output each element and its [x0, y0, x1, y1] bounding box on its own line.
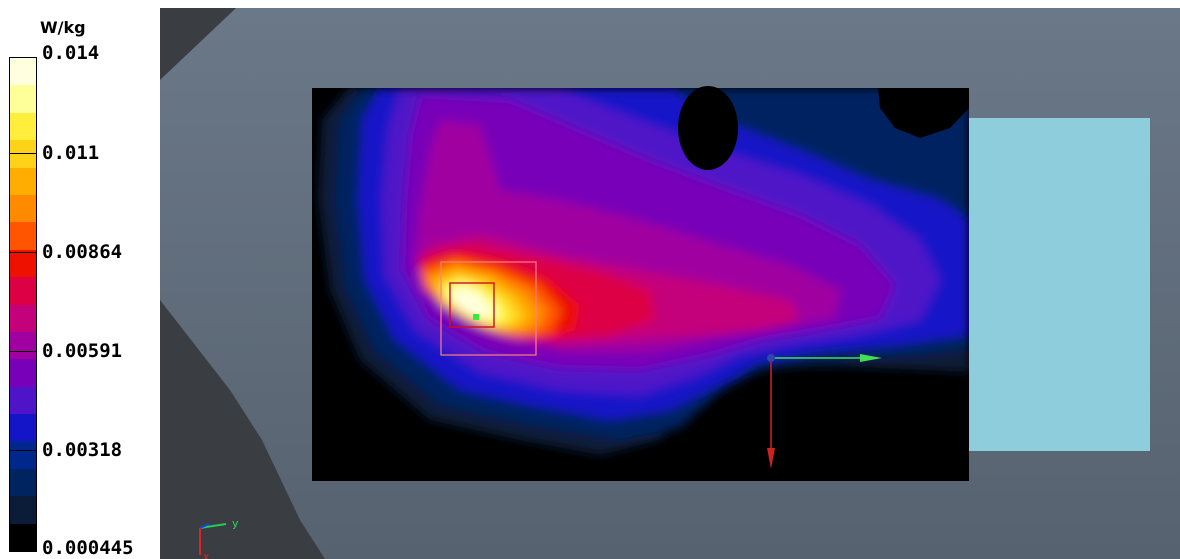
legend-tick-label: 0.00864	[42, 241, 123, 263]
legend-color-band	[10, 222, 36, 250]
legend-color-bar	[9, 57, 37, 552]
legend-tick-label: 0.00318	[42, 439, 123, 461]
legend-color-band	[10, 167, 36, 195]
legend-color-band	[10, 359, 36, 387]
triad-y-label: y	[232, 517, 239, 530]
legend-color-band	[10, 441, 36, 469]
3d-viewport[interactable]: y x	[160, 8, 1180, 559]
legend-tick-mark	[9, 450, 37, 451]
legend-color-band	[10, 112, 36, 141]
legend-tick-label: 0.00591	[42, 340, 123, 362]
color-legend: W/kg 0.014 0.011 0.00864 0.00591 0.00318…	[0, 0, 160, 559]
legend-color-band	[10, 523, 36, 552]
legend-tick-mark	[9, 252, 37, 253]
legend-tick-mark	[9, 153, 37, 154]
legend-color-band	[10, 386, 36, 415]
local-axis-triad	[767, 354, 882, 469]
legend-color-band	[10, 468, 36, 497]
legend-color-band	[10, 496, 36, 524]
legend-color-band	[10, 58, 36, 86]
legend-unit-label: W/kg	[40, 18, 86, 37]
triad-x-label: x	[203, 550, 210, 559]
orientation-triad: y x	[199, 517, 239, 559]
legend-color-band	[10, 277, 36, 305]
legend-color-band	[10, 249, 36, 278]
legend-tick-label-max: 0.014	[42, 42, 100, 64]
legend-color-band	[10, 414, 36, 442]
legend-color-band	[10, 194, 36, 223]
legend-tick-label: 0.011	[42, 142, 100, 164]
sar-plate	[312, 86, 969, 481]
peak-cube-box	[449, 282, 495, 328]
zoom-scan-box	[440, 261, 537, 356]
probe-marker	[473, 314, 479, 320]
legend-color-band	[10, 331, 36, 360]
legend-tick-mark	[9, 351, 37, 352]
legend-tick-label-min: 0.000445	[42, 537, 134, 559]
side-block	[969, 118, 1150, 451]
legend-color-band	[10, 304, 36, 332]
legend-color-band	[10, 85, 36, 113]
